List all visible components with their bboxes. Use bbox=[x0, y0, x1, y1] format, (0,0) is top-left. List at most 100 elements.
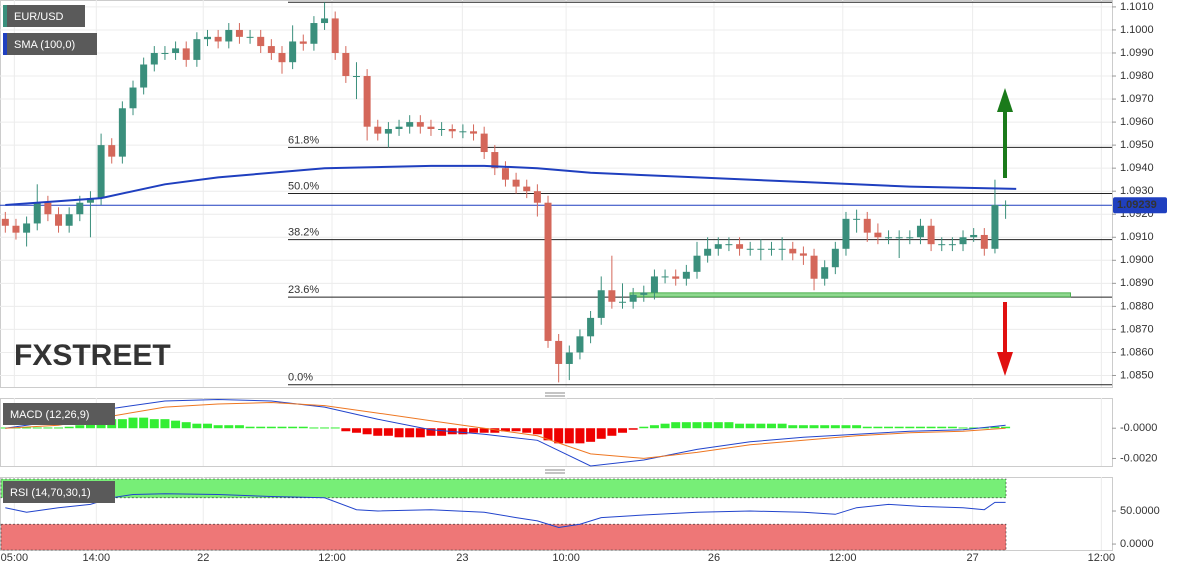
candle-body bbox=[895, 237, 903, 239]
histogram-bar bbox=[522, 428, 532, 433]
candle-body bbox=[736, 244, 744, 249]
macd-line bbox=[5, 398, 1006, 467]
candle-body bbox=[395, 126, 403, 129]
legend-label: EUR/USD bbox=[14, 11, 64, 23]
candle-body bbox=[416, 122, 424, 127]
candle-body bbox=[587, 317, 595, 337]
x-tick-label: 14:00 bbox=[83, 552, 111, 564]
histogram-bar bbox=[75, 425, 85, 429]
candle-body bbox=[927, 225, 935, 245]
histogram-bar bbox=[671, 422, 681, 429]
legend-label: RSI (14,70,30,1) bbox=[10, 487, 91, 499]
candle-body bbox=[76, 202, 84, 215]
x-tick-label: 22 bbox=[197, 552, 209, 564]
candle-body bbox=[842, 218, 850, 249]
candle-body bbox=[970, 234, 978, 238]
candle-body bbox=[310, 23, 318, 44]
candle-body bbox=[512, 179, 520, 187]
candle-body bbox=[97, 145, 105, 199]
candle-body bbox=[23, 223, 31, 233]
candle-body bbox=[65, 214, 73, 226]
histogram-bar bbox=[681, 422, 691, 429]
fib-label: 23.6% bbox=[288, 284, 319, 296]
histogram-bar bbox=[607, 428, 617, 436]
histogram-bar bbox=[915, 426, 925, 429]
histogram-bar bbox=[756, 423, 766, 429]
histogram-bar bbox=[777, 423, 787, 429]
histogram-bar bbox=[894, 426, 904, 429]
candle-body bbox=[704, 248, 712, 256]
y-tick-label: 1.0980 bbox=[1120, 70, 1154, 82]
candle-body bbox=[991, 205, 999, 249]
candle-body bbox=[384, 129, 392, 134]
y-tick-label: 1.0960 bbox=[1120, 116, 1154, 128]
candle-body bbox=[597, 290, 605, 318]
candle-body bbox=[129, 87, 137, 109]
oversold-band bbox=[0, 523, 1007, 551]
histogram-bar bbox=[692, 422, 702, 429]
histogram-bar bbox=[703, 422, 713, 429]
histogram-bar bbox=[117, 419, 127, 429]
candle-body bbox=[555, 340, 563, 364]
macd-line bbox=[5, 401, 1006, 459]
histogram-bar bbox=[926, 426, 936, 429]
y-tick-label: 1.0860 bbox=[1120, 346, 1154, 358]
histogram-bar bbox=[64, 426, 74, 429]
histogram-bar bbox=[820, 425, 830, 429]
histogram-bar bbox=[351, 428, 361, 433]
candle-body bbox=[459, 131, 467, 133]
y-tick-label: 1.0940 bbox=[1120, 162, 1154, 174]
legend-swatch bbox=[3, 5, 7, 27]
candle-body bbox=[863, 218, 871, 233]
fib-label: 0.0% bbox=[288, 372, 313, 384]
histogram-bar bbox=[256, 426, 266, 429]
histogram-bar bbox=[362, 428, 372, 435]
y-tick-label: 50.0000 bbox=[1120, 505, 1160, 517]
histogram-bar bbox=[905, 426, 915, 429]
plot-layer: 1.0850 1.0860 1.0870 1.0880 1.0890 1.0900 1.09… bbox=[0, 1, 1167, 564]
histogram-bar bbox=[798, 425, 808, 429]
candle-body bbox=[778, 248, 786, 250]
histogram-bar bbox=[54, 427, 64, 429]
legend-box bbox=[3, 481, 115, 503]
candle-body bbox=[321, 18, 329, 24]
candle-body bbox=[714, 244, 722, 249]
support-zone bbox=[629, 292, 1071, 298]
histogram-bar bbox=[649, 425, 659, 429]
histogram-bar bbox=[873, 426, 883, 429]
histogram-bar bbox=[458, 428, 468, 435]
candle-body bbox=[629, 294, 637, 302]
y-tick-label: 1.0930 bbox=[1120, 185, 1154, 197]
histogram-bar bbox=[469, 428, 479, 433]
candle-body bbox=[608, 290, 616, 302]
candle-body bbox=[810, 255, 818, 279]
y-tick-label: -0.0020 bbox=[1120, 452, 1157, 464]
histogram-bar bbox=[532, 428, 542, 435]
candle-body bbox=[246, 36, 254, 38]
candle-body bbox=[874, 232, 882, 238]
x-tick-label: 26 bbox=[708, 552, 720, 564]
candle-body bbox=[725, 244, 733, 246]
legend-box bbox=[3, 403, 115, 425]
candle-body bbox=[33, 202, 41, 224]
price-badge bbox=[1113, 197, 1167, 214]
histogram-bar bbox=[969, 427, 979, 429]
candle-body bbox=[44, 202, 52, 215]
y-tick-label: -0.0000 bbox=[1120, 422, 1157, 434]
histogram-bar bbox=[618, 428, 628, 433]
y-tick-label: 1.1010 bbox=[1120, 1, 1154, 13]
y-tick-label: 0.0000 bbox=[1120, 538, 1154, 550]
candle-body bbox=[789, 248, 797, 254]
candle-body bbox=[182, 48, 190, 60]
candle-body bbox=[821, 267, 829, 279]
histogram-bar bbox=[735, 423, 745, 429]
candle-body bbox=[225, 29, 233, 42]
histogram-bar bbox=[309, 427, 319, 429]
candle-body bbox=[363, 76, 371, 127]
candle-body bbox=[438, 129, 446, 130]
candle-body bbox=[959, 237, 967, 245]
legend-box bbox=[3, 5, 85, 27]
histogram-bar bbox=[490, 428, 500, 433]
x-tick-label: 23 bbox=[456, 552, 468, 564]
histogram-bar bbox=[213, 425, 223, 429]
